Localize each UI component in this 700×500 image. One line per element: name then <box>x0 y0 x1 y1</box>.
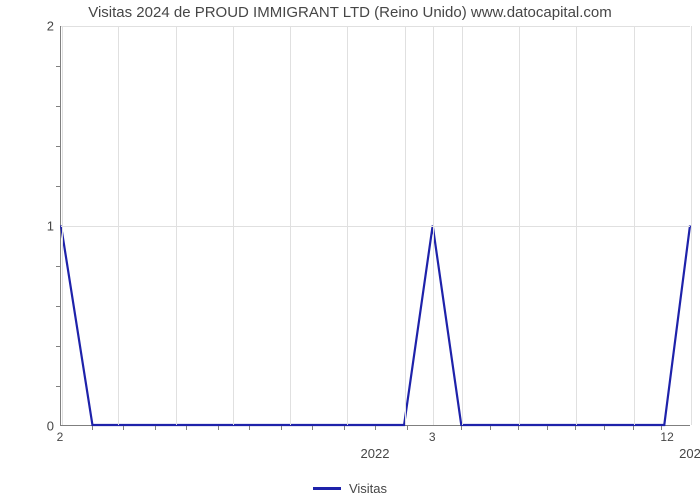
x-minor-tick <box>633 426 634 430</box>
y-minor-tick <box>56 266 60 267</box>
y-minor-tick <box>56 386 60 387</box>
x-tick-label: 2 <box>57 430 64 444</box>
hgrid-line <box>61 26 690 27</box>
x-minor-tick <box>186 426 187 430</box>
chart-title: Visitas 2024 de PROUD IMMIGRANT LTD (Rei… <box>0 4 700 21</box>
x-minor-tick <box>281 426 282 430</box>
vgrid-line <box>634 26 635 425</box>
x-minor-tick <box>218 426 219 430</box>
vgrid-line <box>576 26 577 425</box>
vgrid-line <box>433 26 434 425</box>
vgrid-line <box>62 26 63 425</box>
legend-label: Visitas <box>349 481 387 496</box>
x-minor-tick <box>661 426 662 430</box>
chart-container: Visitas 2024 de PROUD IMMIGRANT LTD (Rei… <box>0 0 700 500</box>
plot-area <box>60 26 690 426</box>
x-tick-label: 12 <box>660 430 673 444</box>
x-minor-tick <box>407 426 408 430</box>
x-minor-tick <box>375 426 376 430</box>
y-tick-label: 0 <box>14 419 54 434</box>
vgrid-line <box>118 26 119 425</box>
vgrid-line <box>462 26 463 425</box>
x-minor-tick <box>575 426 576 430</box>
y-minor-tick <box>56 106 60 107</box>
x-minor-tick <box>604 426 605 430</box>
hgrid-line <box>61 226 690 227</box>
vgrid-line <box>347 26 348 425</box>
x-minor-tick <box>518 426 519 430</box>
x-minor-tick <box>312 426 313 430</box>
legend: Visitas <box>0 477 700 496</box>
y-minor-tick <box>56 346 60 347</box>
x-year-label: 2022 <box>361 446 390 461</box>
x-minor-tick <box>344 426 345 430</box>
x-minor-tick <box>249 426 250 430</box>
y-minor-tick <box>56 306 60 307</box>
vgrid-line <box>691 26 692 425</box>
vgrid-line <box>176 26 177 425</box>
x-minor-tick <box>123 426 124 430</box>
y-tick-label: 2 <box>14 19 54 34</box>
x-tick-label: 3 <box>429 430 436 444</box>
vgrid-line <box>233 26 234 425</box>
x-minor-tick <box>547 426 548 430</box>
y-minor-tick <box>56 66 60 67</box>
x-minor-tick <box>155 426 156 430</box>
legend-swatch <box>313 487 341 490</box>
y-tick-label: 1 <box>14 219 54 234</box>
x-minor-tick <box>461 426 462 430</box>
x-minor-tick <box>92 426 93 430</box>
x-year-label: 202 <box>679 446 700 461</box>
x-minor-tick <box>490 426 491 430</box>
vgrid-line <box>290 26 291 425</box>
y-minor-tick <box>56 186 60 187</box>
vgrid-line <box>519 26 520 425</box>
vgrid-line <box>405 26 406 425</box>
y-minor-tick <box>56 146 60 147</box>
